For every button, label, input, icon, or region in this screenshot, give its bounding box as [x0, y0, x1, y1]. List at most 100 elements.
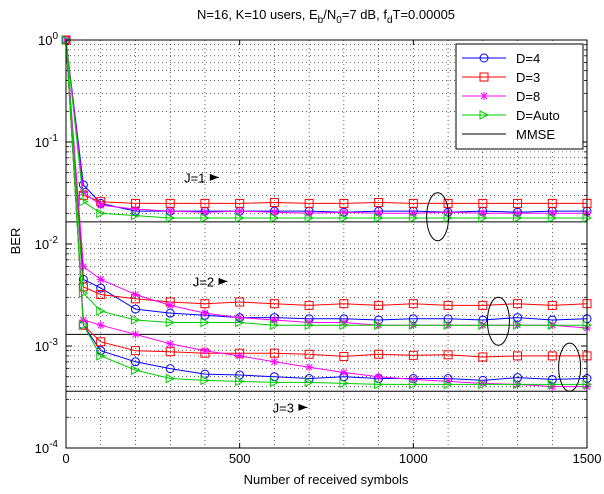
annotation-j1: J=1: [184, 170, 450, 242]
data-point: [165, 373, 176, 384]
data-point: [130, 346, 140, 356]
data-point: [200, 213, 211, 223]
data-point: [166, 207, 175, 216]
data-point: [339, 320, 349, 330]
series-line: [65, 39, 587, 326]
data-point: [374, 349, 384, 359]
data-point: [374, 320, 384, 330]
x-tick-label: 500: [229, 451, 251, 466]
data-point: [513, 299, 523, 309]
data-point: [165, 213, 176, 223]
data-point: [200, 375, 211, 386]
data-point: [547, 379, 558, 390]
annotation-arrowhead: [298, 403, 308, 411]
data-point: [374, 379, 384, 390]
data-point: [96, 289, 106, 299]
data-point: [547, 198, 557, 208]
annotation-label: J=3: [273, 400, 294, 415]
data-point: [200, 346, 209, 355]
chart-title: N=16, K=10 users, Eb/N0=7 dB, fdT=0.0000…: [197, 7, 455, 26]
data-point: [513, 320, 523, 330]
data-point: [513, 351, 523, 361]
data-point: [165, 364, 175, 374]
data-point: [269, 348, 279, 358]
series-line: [65, 39, 587, 219]
data-point: [96, 337, 106, 347]
y-tick-label: 10-1: [35, 133, 59, 150]
data-point: [235, 317, 245, 328]
data-point: [269, 198, 279, 208]
data-point: [548, 209, 557, 218]
data-point: [374, 372, 383, 381]
data-point: [235, 297, 245, 307]
data-point: [270, 357, 279, 366]
data-point: [478, 300, 488, 310]
axes-frame: [65, 39, 588, 449]
data-point: [513, 213, 523, 223]
data-point: [443, 300, 453, 310]
data-point: [547, 320, 558, 330]
legend-entry: MMSE: [462, 127, 555, 142]
y-axis-label: BER: [8, 228, 23, 255]
data-point: [339, 213, 349, 223]
title-part: T=0.00005: [393, 7, 456, 22]
series-d-3: [61, 35, 592, 362]
legend-entry: D=3: [462, 70, 540, 85]
legend-label: D=4: [516, 51, 540, 66]
annotation-ellipse: [486, 296, 510, 346]
data-point: [235, 351, 244, 360]
data-point: [269, 213, 280, 223]
data-point: [409, 375, 418, 384]
data-point: [79, 188, 88, 197]
x-tick-label: 1500: [573, 451, 602, 466]
data-point: [479, 110, 490, 120]
data-point: [478, 209, 487, 218]
annotation-label: J=1: [184, 170, 205, 185]
title-subscript: b: [318, 15, 324, 26]
data-point: [408, 350, 418, 360]
data-point: [339, 351, 349, 361]
data-point: [130, 304, 140, 314]
data-point: [409, 209, 418, 218]
data-point: [130, 357, 140, 367]
data-point: [304, 377, 315, 388]
x-tick-label: 0: [62, 451, 69, 466]
data-point: [443, 320, 454, 330]
title-part: =7 dB, f: [342, 7, 388, 22]
title-part: N=16, K=10 users, E: [197, 7, 318, 22]
data-point: [374, 300, 384, 310]
data-point: [478, 352, 488, 362]
data-point: [304, 300, 314, 310]
annotation-arrowhead: [218, 277, 228, 285]
data-point: [96, 306, 106, 316]
data-point: [78, 288, 89, 298]
data-point: [513, 379, 523, 390]
data-point: [235, 207, 244, 216]
data-point: [131, 205, 140, 214]
data-point: [513, 198, 523, 208]
data-point: [269, 377, 280, 388]
data-point: [374, 198, 384, 208]
legend: D=4 D=3 D=8 D=Auto MMSE: [455, 43, 584, 150]
y-tick-label: 100: [38, 31, 58, 48]
data-point: [200, 299, 210, 309]
data-point: [96, 275, 105, 284]
data-point: [374, 213, 384, 223]
series-line: [65, 39, 588, 306]
data-point: [96, 283, 106, 293]
data-point: [130, 210, 141, 221]
data-point: [166, 301, 175, 310]
data-point: [130, 365, 141, 375]
data-point: [339, 318, 348, 327]
data-point: [478, 320, 488, 330]
data-point: [547, 213, 558, 223]
data-point: [96, 321, 105, 330]
data-point: [96, 201, 105, 210]
legend-entry: D=Auto: [462, 108, 560, 123]
y-tick-label: 10-4: [35, 439, 59, 456]
data-point: [166, 339, 175, 348]
data-point: [269, 299, 279, 309]
data-point: [270, 315, 279, 324]
data-point: [478, 213, 488, 223]
annotation-ellipse: [558, 342, 582, 392]
